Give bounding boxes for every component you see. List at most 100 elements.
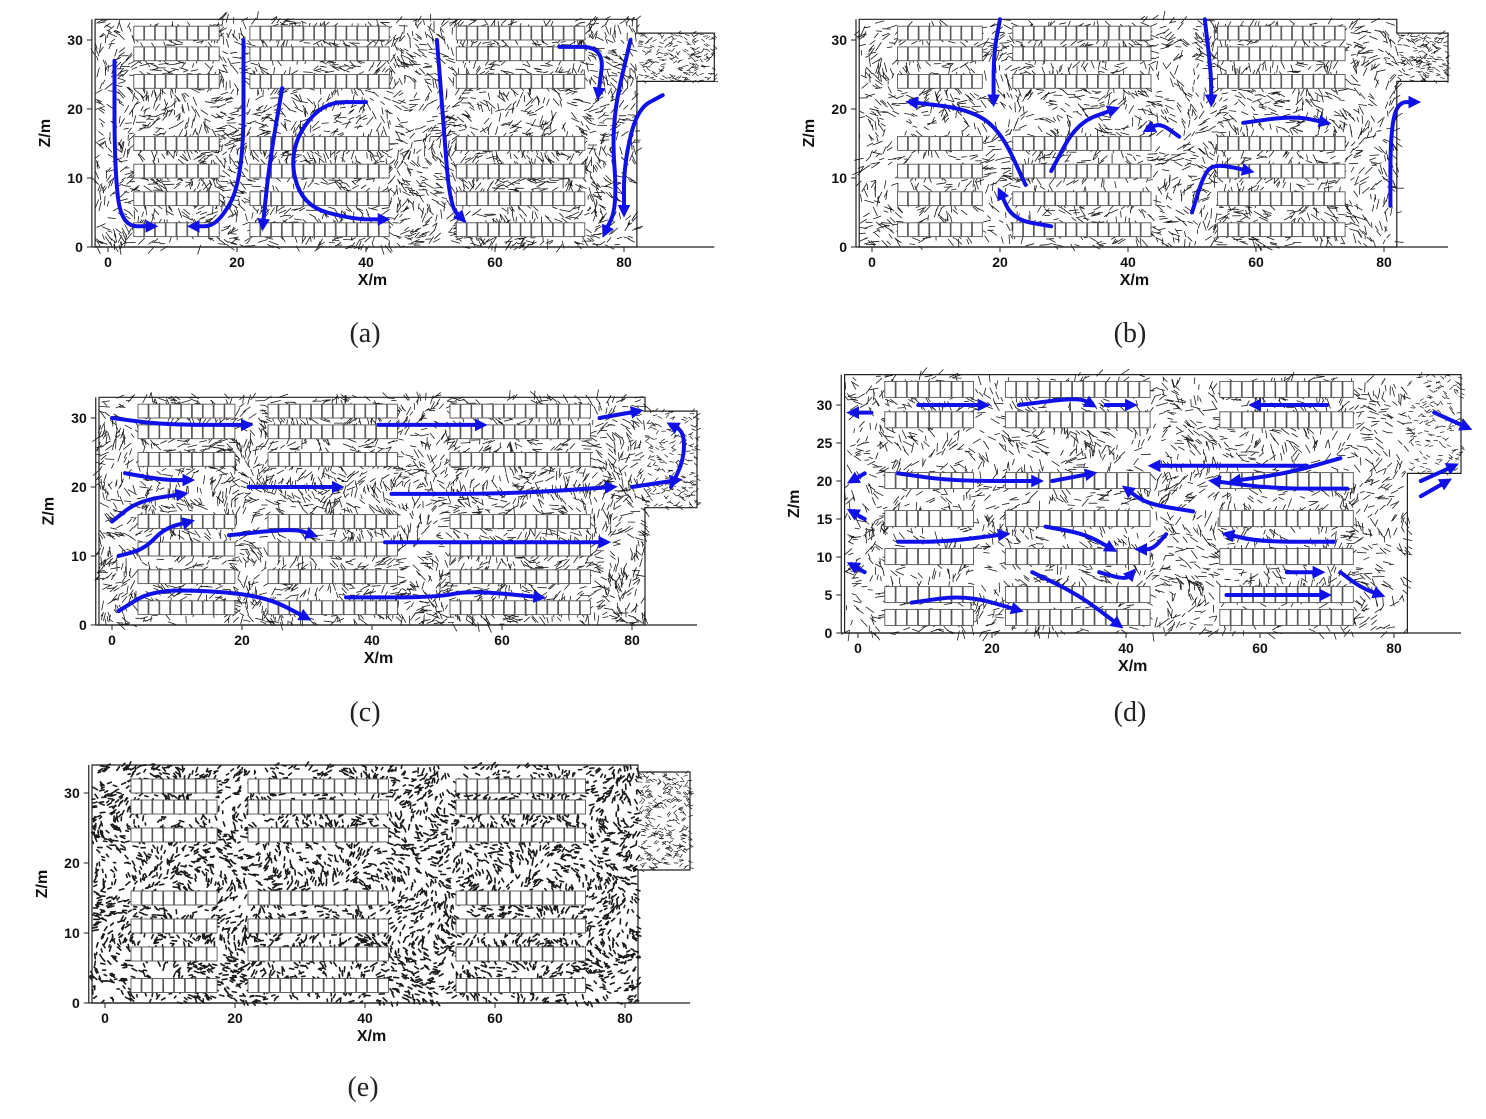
rack-cabinet [509,25,521,41]
rack-cabinet [249,74,261,89]
rack-cabinet [558,569,570,585]
rack-cabinet [563,222,575,238]
rack-cabinet [471,514,483,529]
rack-cabinet [152,827,164,843]
rack-cabinet [213,600,225,616]
rack-cabinet [1044,25,1056,41]
rack-cabinet [1249,222,1261,238]
rack-cabinet [224,569,236,585]
rack-cabinet [159,600,171,616]
rack-cabinet [950,191,962,207]
rack-cabinet [509,163,521,179]
rack-cabinet [895,586,907,604]
flow-arrow [987,17,1002,108]
rack-cabinet [542,918,554,934]
rack-cabinet [148,541,160,557]
rack-cabinet [1324,25,1335,41]
rack-cabinet [377,890,389,906]
rack-cabinet [176,136,188,151]
rack-cabinet [377,778,389,794]
vector-plot-b: 0 20 40 60 80 0 10 20 30 X/m Z/m [801,10,1451,289]
rack-cabinet [184,946,196,962]
rack-cabinet [1097,46,1109,62]
rack-cabinet [367,74,379,89]
rack-cabinet [574,946,586,962]
rack-cabinet [356,978,368,993]
flow-arrow [846,562,867,575]
rack-cabinet [301,918,313,934]
rack-cabinet [568,600,580,616]
rack-cabinet [1308,608,1321,626]
y-tick-label: 20 [817,473,833,489]
vector-plot-e: 0 20 40 60 80 0 10 20 30 X/m Z/m [34,761,695,1045]
rack-cabinet [460,452,472,467]
rack-cabinet [455,827,467,843]
x-tick-label: 0 [108,632,116,648]
rack-cabinet [531,890,543,906]
rack-cabinet [1065,74,1077,89]
flow-arrow [112,58,159,233]
rack-cabinet [1072,548,1084,566]
rack-cabinet [514,600,526,616]
rack-cabinet [1313,222,1325,238]
rack-cabinet [574,827,586,843]
rack-cabinet [1286,548,1298,566]
flow-arrow [257,86,285,232]
rack-cabinet [1129,25,1141,41]
rack-cabinet [213,569,225,585]
rack-cabinet [303,163,315,179]
rack-cabinet [488,163,500,179]
rack-cabinet [176,222,188,238]
rack-cabinet [324,222,336,238]
rack-cabinet [1320,380,1332,398]
rack-cabinet [1270,25,1282,41]
rack-cabinet [154,191,166,207]
flow-arrow [896,528,1011,544]
rack-cabinet [1281,222,1293,238]
y-tick-label: 10 [64,925,80,941]
rack-cabinet [498,778,510,794]
x-axis-label: X/m [1118,658,1147,675]
rack-cabinet [1012,191,1024,207]
rack-cabinet [1027,608,1039,626]
rack-cabinet [173,827,185,843]
rack-cabinet [482,403,494,419]
rack-cabinet [321,424,333,440]
rack-cabinet [1087,136,1098,151]
rack-cabinet [488,25,500,41]
rack-cabinet [1230,608,1242,626]
y-tick-label: 20 [831,101,847,117]
rack-cabinet [163,799,175,815]
rack-cabinet [1087,74,1098,89]
rack-cabinet [335,46,347,62]
rack-cabinet [1227,222,1239,238]
rack-cabinet [961,46,973,62]
rack-cabinet [564,827,576,843]
rack-cabinet [258,778,270,794]
rack-cabinet [568,541,580,557]
rack-cabinet [1308,548,1321,566]
rack-cabinet [929,380,941,398]
rack-cabinet [531,136,543,151]
rack-cabinet [917,548,930,566]
rack-cabinet [552,74,564,89]
rack-cabinet [1264,380,1276,398]
rack-cabinet [520,778,532,794]
rack-cabinet [1097,136,1109,151]
rack-cabinet [917,608,930,626]
rack-cabinet [130,978,142,993]
rack-cabinet [1324,163,1335,179]
rack-cabinet [509,827,521,843]
rack-cabinet [356,890,368,906]
rack-cabinet [1076,191,1088,207]
rack-cabinet [191,452,203,467]
rack-cabinet [159,541,171,557]
rack-cabinet [303,74,315,89]
rack-cabinet [137,514,149,529]
flow-arrow [602,38,633,238]
y-tick-label: 15 [817,511,833,527]
rack-cabinet [386,600,398,616]
rack-cabinet [1087,163,1098,179]
rack-cabinet [144,191,156,207]
rack-cabinet [542,778,554,794]
